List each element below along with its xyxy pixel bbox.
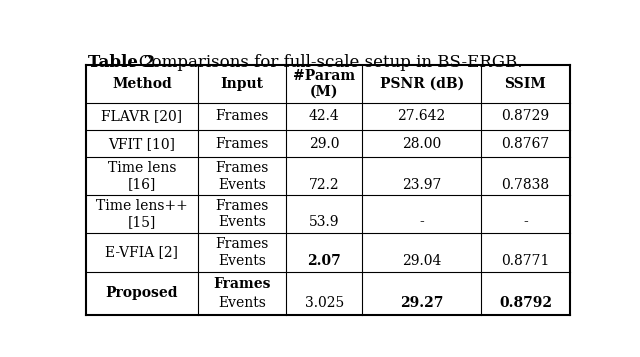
Text: Frames: Frames <box>215 237 269 251</box>
Text: 3.025: 3.025 <box>305 296 344 310</box>
Text: Events: Events <box>218 177 266 191</box>
Text: Events: Events <box>218 215 266 229</box>
Text: 0.7838: 0.7838 <box>501 177 550 191</box>
Text: Frames: Frames <box>215 110 269 124</box>
Text: -: - <box>523 215 528 229</box>
Text: Time lens
[16]: Time lens [16] <box>108 161 176 191</box>
Text: 2.07: 2.07 <box>307 254 341 268</box>
Text: Events: Events <box>218 296 266 310</box>
Text: 0.8767: 0.8767 <box>501 137 550 151</box>
Text: 72.2: 72.2 <box>309 177 339 191</box>
Text: E-VFIA [2]: E-VFIA [2] <box>106 245 179 259</box>
Text: SSIM: SSIM <box>504 77 547 91</box>
Text: 53.9: 53.9 <box>309 215 339 229</box>
Text: 23.97: 23.97 <box>402 177 442 191</box>
Text: Frames: Frames <box>215 137 269 151</box>
Text: 29.27: 29.27 <box>400 296 444 310</box>
Text: 0.8729: 0.8729 <box>501 110 550 124</box>
Text: 29.0: 29.0 <box>309 137 339 151</box>
Text: 0.8792: 0.8792 <box>499 296 552 310</box>
Text: Frames: Frames <box>215 161 269 175</box>
Text: Table 2: Table 2 <box>88 54 155 71</box>
Text: Proposed: Proposed <box>106 286 178 300</box>
Text: FLAVR [20]: FLAVR [20] <box>101 110 182 124</box>
Text: 29.04: 29.04 <box>402 254 442 268</box>
Text: PSNR (dB): PSNR (dB) <box>380 77 464 91</box>
Text: 27.642: 27.642 <box>397 110 446 124</box>
Text: Frames: Frames <box>213 277 271 291</box>
Text: Time lens++
[15]: Time lens++ [15] <box>96 199 188 229</box>
Text: VFIT [10]: VFIT [10] <box>108 137 175 151</box>
Text: -: - <box>419 215 424 229</box>
Text: Input: Input <box>220 77 264 91</box>
Text: Frames: Frames <box>215 198 269 212</box>
Text: 28.00: 28.00 <box>402 137 442 151</box>
Text: #Param
(M): #Param (M) <box>293 69 355 99</box>
Text: 42.4: 42.4 <box>309 110 340 124</box>
Text: : Comparisons for full-scale setup in BS-ERGB.: : Comparisons for full-scale setup in BS… <box>128 54 522 71</box>
Text: Events: Events <box>218 254 266 268</box>
Text: Method: Method <box>112 77 172 91</box>
Text: 0.8771: 0.8771 <box>501 254 550 268</box>
